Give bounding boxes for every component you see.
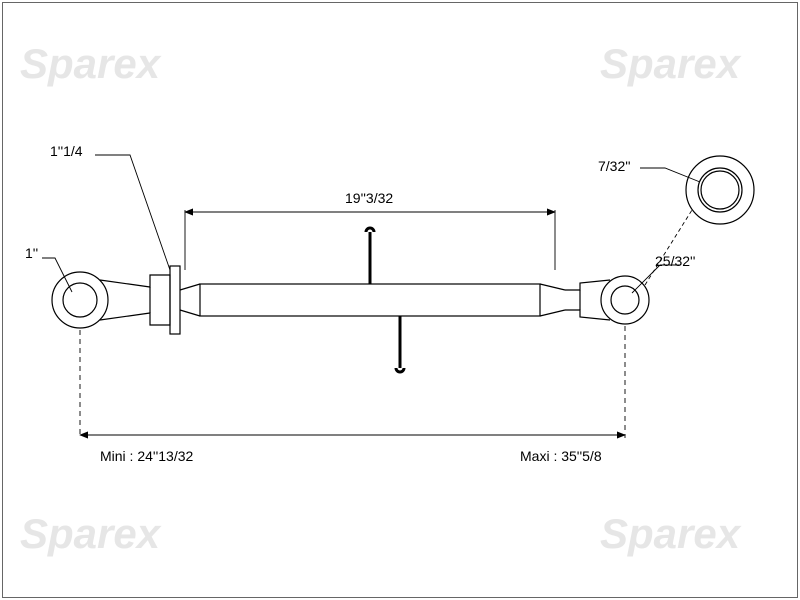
label-washer-thickness: 7/32'' — [598, 158, 631, 174]
label-ball-bore-left: 1'' — [25, 245, 38, 261]
label-max-length: Maxi : 35''5/8 — [520, 448, 602, 464]
label-min-length: Mini : 24''13/32 — [100, 448, 193, 464]
label-ball-width-left: 1''1/4 — [50, 143, 83, 159]
technical-drawing — [0, 0, 800, 600]
label-ball-bore-right: 25/32'' — [655, 253, 695, 269]
label-tube-length: 19''3/32 — [345, 190, 393, 206]
